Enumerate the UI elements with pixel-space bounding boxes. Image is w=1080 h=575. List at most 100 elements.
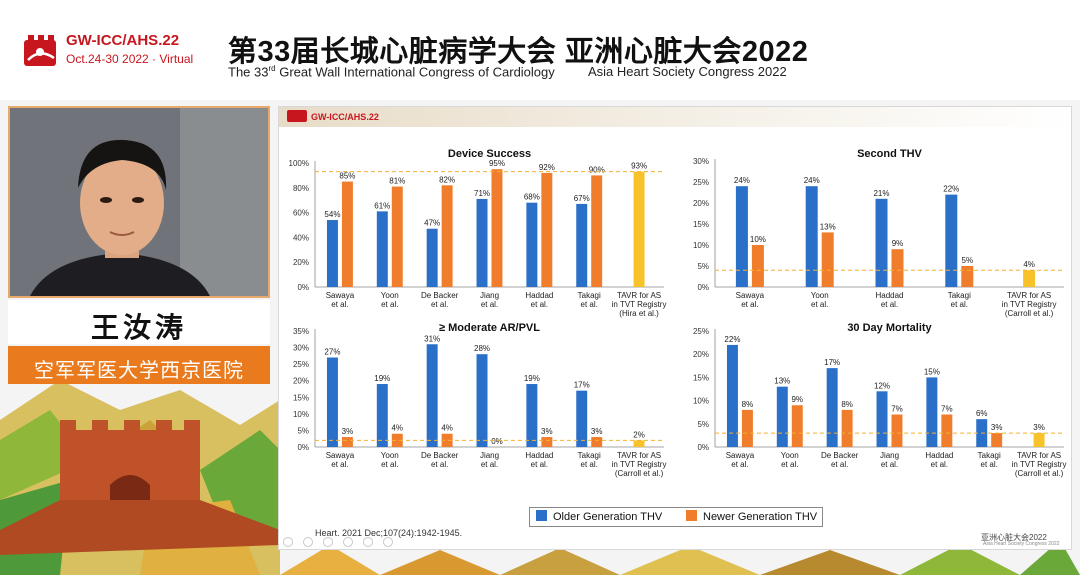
category-label: De Backer <box>821 451 859 460</box>
category-label: et al. <box>951 300 968 309</box>
category-label: et al. <box>581 460 598 469</box>
bar-older-generation <box>376 211 388 287</box>
zoom-icon[interactable] <box>363 537 373 547</box>
category-label: et al. <box>731 460 748 469</box>
y-tick-label: 0% <box>697 283 709 292</box>
bar-newer-generation <box>541 172 553 287</box>
data-label: 85% <box>339 172 355 181</box>
data-label: 21% <box>873 189 889 198</box>
bar-older-generation <box>376 384 388 447</box>
category-label: De Backer <box>421 451 459 460</box>
data-label: 3% <box>1033 423 1045 432</box>
data-label: 82% <box>439 175 455 184</box>
y-tick-label: 15% <box>293 393 309 402</box>
chart-device-success: Device Success 0% 20% 40% 60% 80% 100% 54% 85% Sa… <box>289 148 667 318</box>
data-label: 3% <box>342 427 354 436</box>
data-label: 9% <box>791 395 803 404</box>
y-tick-label: 5% <box>697 262 709 271</box>
data-label: 92% <box>539 163 555 172</box>
category-label: et al. <box>781 460 798 469</box>
y-tick-label: 80% <box>293 184 309 193</box>
bar-older-generation <box>326 357 338 447</box>
chart-title: Second THV <box>857 148 922 160</box>
data-label: 28% <box>474 344 490 353</box>
bar-older-generation <box>476 198 488 287</box>
category-label: Yoon <box>811 291 829 300</box>
bar-older-generation <box>926 377 938 447</box>
data-label: 93% <box>631 162 647 171</box>
category-label: Haddad <box>875 291 903 300</box>
next-slide-icon[interactable] <box>303 537 313 547</box>
slide-logo-icon <box>287 110 307 122</box>
bar-newer-generation <box>891 249 904 287</box>
category-label: et al. <box>381 460 398 469</box>
slide-logo: GW-ICC/AHS.22 <box>287 110 379 122</box>
bar-older-generation <box>576 203 588 287</box>
prev-slide-icon[interactable] <box>283 537 293 547</box>
category-label: et al. <box>881 460 898 469</box>
category-label: Sawaya <box>736 291 765 300</box>
bar-newer-generation <box>791 405 803 447</box>
bar-older-generation <box>735 186 748 287</box>
bar-older-generation <box>826 368 838 447</box>
y-tick-label: 5% <box>697 420 709 429</box>
bar-newer-generation <box>341 181 353 287</box>
category-label: Takagi <box>578 451 601 460</box>
legend-item-older: Older Generation THV <box>536 510 662 523</box>
category-label: (Hira et al.) <box>619 309 659 318</box>
more-options-icon[interactable] <box>383 537 393 547</box>
data-label: 81% <box>389 177 405 186</box>
data-label: 22% <box>943 185 959 194</box>
category-label: et al. <box>331 460 348 469</box>
conference-logo: GW-ICC/AHS.22 Oct.24-30 2022 · Virtual <box>20 30 200 74</box>
category-label: Takagi <box>948 291 971 300</box>
bar-newer-generation <box>891 414 903 447</box>
data-label: 4% <box>391 424 403 433</box>
data-label: 47% <box>424 219 440 228</box>
category-label: (Carroll et al.) <box>1005 309 1054 318</box>
y-tick-label: 20% <box>293 258 309 267</box>
bar-newer-generation <box>741 409 753 447</box>
conference-title-english: The 33rd Great Wall International Congre… <box>228 64 555 80</box>
bar-older-generation <box>476 354 488 447</box>
category-label: Haddad <box>525 451 553 460</box>
category-label: Haddad <box>925 451 953 460</box>
pen-tool-icon[interactable] <box>323 537 333 547</box>
category-label: et al. <box>581 300 598 309</box>
logo-title: GW-ICC/AHS.22 <box>66 32 180 49</box>
y-tick-label: 10% <box>693 241 709 250</box>
bar-older-generation <box>576 390 588 447</box>
chart-title: Device Success <box>448 148 531 160</box>
bar-newer-generation <box>441 185 453 287</box>
y-tick-label: 15% <box>693 220 709 229</box>
bar-older-generation <box>776 386 788 447</box>
slide-citation: Heart. 2021 Dec;107(24):1942-1945. <box>315 528 463 538</box>
slide-footer-subtitle: Asia Heart Society Congress 2022 <box>983 541 1060 547</box>
slide-footer-logo: 亚洲心脏大会2022 <box>981 533 1047 542</box>
data-label: 24% <box>734 176 750 185</box>
bar-newer-generation <box>591 437 603 447</box>
category-label: et al. <box>531 460 548 469</box>
data-label: 31% <box>424 334 440 343</box>
bar-newer-generation <box>541 437 553 447</box>
data-label: 12% <box>874 381 890 390</box>
bar-older-generation <box>875 198 888 287</box>
category-label: et al. <box>381 300 398 309</box>
category-label: TAVR for AS <box>617 451 661 460</box>
category-label: Yoon <box>381 451 399 460</box>
asia-heart-title-english: Asia Heart Society Congress 2022 <box>588 64 787 79</box>
data-label: 2% <box>633 430 645 439</box>
category-label: et al. <box>331 300 348 309</box>
data-label: 10% <box>750 235 766 244</box>
category-label: et al. <box>431 460 448 469</box>
y-tick-label: 20% <box>293 377 309 386</box>
category-label: (Carroll et al.) <box>1015 469 1064 478</box>
category-label: et al. <box>831 460 848 469</box>
category-label: Jiang <box>880 451 899 460</box>
category-label: (Carroll et al.) <box>615 469 664 478</box>
bar-newer-generation <box>391 186 403 287</box>
y-tick-label: 20% <box>693 350 709 359</box>
slides-grid-icon[interactable] <box>343 537 353 547</box>
bar-newer-generation <box>341 437 353 447</box>
y-tick-label: 10% <box>293 410 309 419</box>
